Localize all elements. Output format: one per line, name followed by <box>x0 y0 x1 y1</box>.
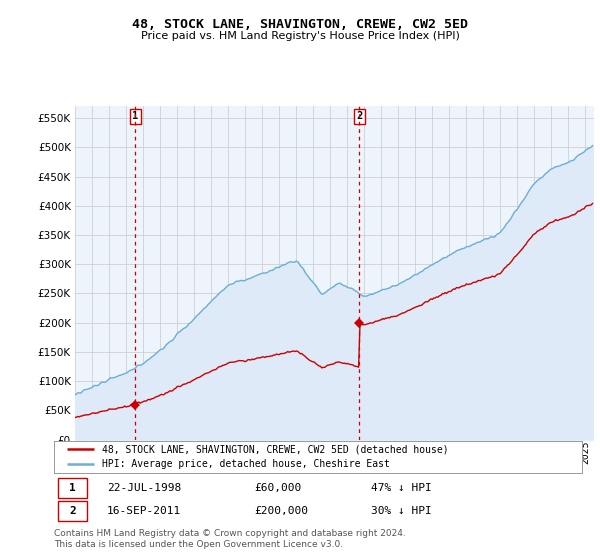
Text: 2: 2 <box>69 506 76 516</box>
Text: 48, STOCK LANE, SHAVINGTON, CREWE, CW2 5ED (detached house): 48, STOCK LANE, SHAVINGTON, CREWE, CW2 5… <box>101 445 448 455</box>
Text: 1: 1 <box>69 483 76 493</box>
Text: HPI: Average price, detached house, Cheshire East: HPI: Average price, detached house, Ches… <box>101 459 389 469</box>
Text: 22-JUL-1998: 22-JUL-1998 <box>107 483 181 493</box>
Text: £60,000: £60,000 <box>254 483 302 493</box>
Text: £200,000: £200,000 <box>254 506 308 516</box>
Text: 2: 2 <box>356 111 362 122</box>
Text: 16-SEP-2011: 16-SEP-2011 <box>107 506 181 516</box>
FancyBboxPatch shape <box>58 501 87 521</box>
FancyBboxPatch shape <box>58 478 87 498</box>
Text: 1: 1 <box>132 111 139 122</box>
Text: 48, STOCK LANE, SHAVINGTON, CREWE, CW2 5ED: 48, STOCK LANE, SHAVINGTON, CREWE, CW2 5… <box>132 18 468 31</box>
Text: 47% ↓ HPI: 47% ↓ HPI <box>371 483 431 493</box>
Text: Price paid vs. HM Land Registry's House Price Index (HPI): Price paid vs. HM Land Registry's House … <box>140 31 460 41</box>
Text: Contains HM Land Registry data © Crown copyright and database right 2024.
This d: Contains HM Land Registry data © Crown c… <box>54 529 406 549</box>
Text: 30% ↓ HPI: 30% ↓ HPI <box>371 506 431 516</box>
